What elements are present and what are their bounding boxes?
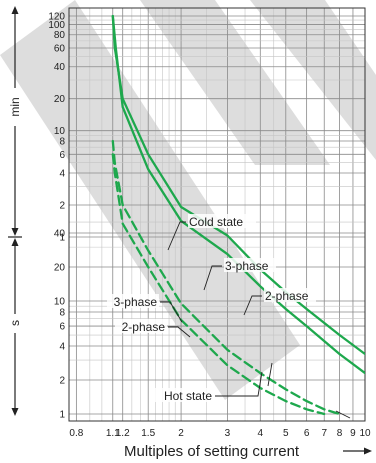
y-unit-s: s: [8, 238, 22, 416]
x-tick-label: 5: [283, 428, 289, 439]
x-tick-label: 6: [304, 428, 310, 439]
x-tick-label: 1.1: [106, 428, 120, 439]
y-tick-label-s: 10: [54, 297, 66, 308]
y-tick-label-min: 40: [54, 62, 66, 73]
y-tick-label-min: 20: [54, 94, 66, 105]
x-tick-label: 1.5: [141, 428, 155, 439]
y-tick-label-min: 10: [54, 126, 66, 137]
watermark-band-1: [0, 0, 300, 400]
annotation-label: 2-phase: [122, 320, 166, 334]
y-tick-label-min: 120: [48, 12, 65, 23]
y-tick-label-min: 4: [59, 169, 65, 180]
curves: [111, 14, 365, 416]
x-tick-label: 4: [258, 428, 264, 439]
annotation-leader: [160, 301, 183, 323]
y-tick-label-s: 8: [59, 307, 65, 318]
x-tick-label: 2: [178, 428, 184, 439]
y-unit-s-label: s: [8, 320, 22, 326]
annotation-label: Hot state: [164, 389, 212, 403]
y-tick-label-s: 20: [54, 263, 66, 274]
x-tick-label: 0.8: [69, 428, 83, 439]
y-tick-label-s: 40: [54, 229, 66, 240]
annotation-leader: [203, 265, 222, 291]
x-tick-label: 1.2: [116, 428, 130, 439]
x-tick-label: 9: [350, 428, 356, 439]
y-tick-label-s: 6: [59, 322, 65, 333]
watermark: [0, 0, 376, 400]
x-axis-label: Multiples of setting current: [124, 443, 300, 460]
annotation-bg: [264, 288, 316, 302]
x-tick-label: 10: [359, 428, 371, 439]
watermark-band-2: [140, 0, 330, 165]
annotation-label: 2-phase: [265, 289, 309, 303]
y-tick-label-s: 2: [59, 375, 65, 386]
x-axis-arrow: [343, 447, 372, 455]
axes: 0.8 1.11.2 1.5 2 3 4 5 6 7 8 9 10120100806040201086…: [48, 7, 371, 439]
y-tick-label-min: 100: [48, 20, 65, 31]
y-tick-label-min: 2: [59, 201, 65, 212]
annotation-leader: [168, 326, 191, 338]
annotation-bg: [152, 388, 214, 402]
y-unit-min-label: min: [8, 97, 22, 116]
annotation-leader: [267, 362, 273, 387]
y-tick-label-min: 1: [59, 233, 65, 244]
annotation-leader: [335, 410, 351, 419]
x-tick-label: 8: [337, 428, 343, 439]
y-tick-label-min: 6: [59, 150, 65, 161]
y-tick-label-min: 60: [54, 43, 66, 54]
x-tick-label: 3: [225, 428, 231, 439]
annotation-label: 3-phase: [114, 295, 158, 309]
y-tick-label-s: 1: [59, 410, 65, 421]
annotation-bg: [188, 214, 256, 228]
curve-series-2: [111, 14, 365, 375]
annotation-leader: [243, 295, 262, 316]
annotation-leader: [215, 371, 263, 397]
y-unit-min: min: [8, 6, 22, 236]
curve-series-3: [111, 139, 341, 416]
annotation-label: 3-phase: [225, 259, 269, 273]
annotation-bg: [115, 319, 167, 333]
annotation-leader: [167, 221, 186, 251]
y-tick-label-min: 8: [59, 137, 65, 148]
curve-series-4: [111, 153, 326, 416]
annotation-bg: [224, 258, 276, 272]
y-tick-label-min: 80: [54, 30, 66, 41]
annotation-bg: [107, 294, 159, 308]
annotations: Cold state 3-phase 2-phase 3-phase 2-phase Ho…: [107, 214, 351, 419]
y-tick-label-s: 4: [59, 341, 65, 352]
plot-frame: [68, 7, 366, 422]
annotation-label: Cold state: [189, 215, 243, 229]
x-tick-label: 7: [321, 428, 327, 439]
